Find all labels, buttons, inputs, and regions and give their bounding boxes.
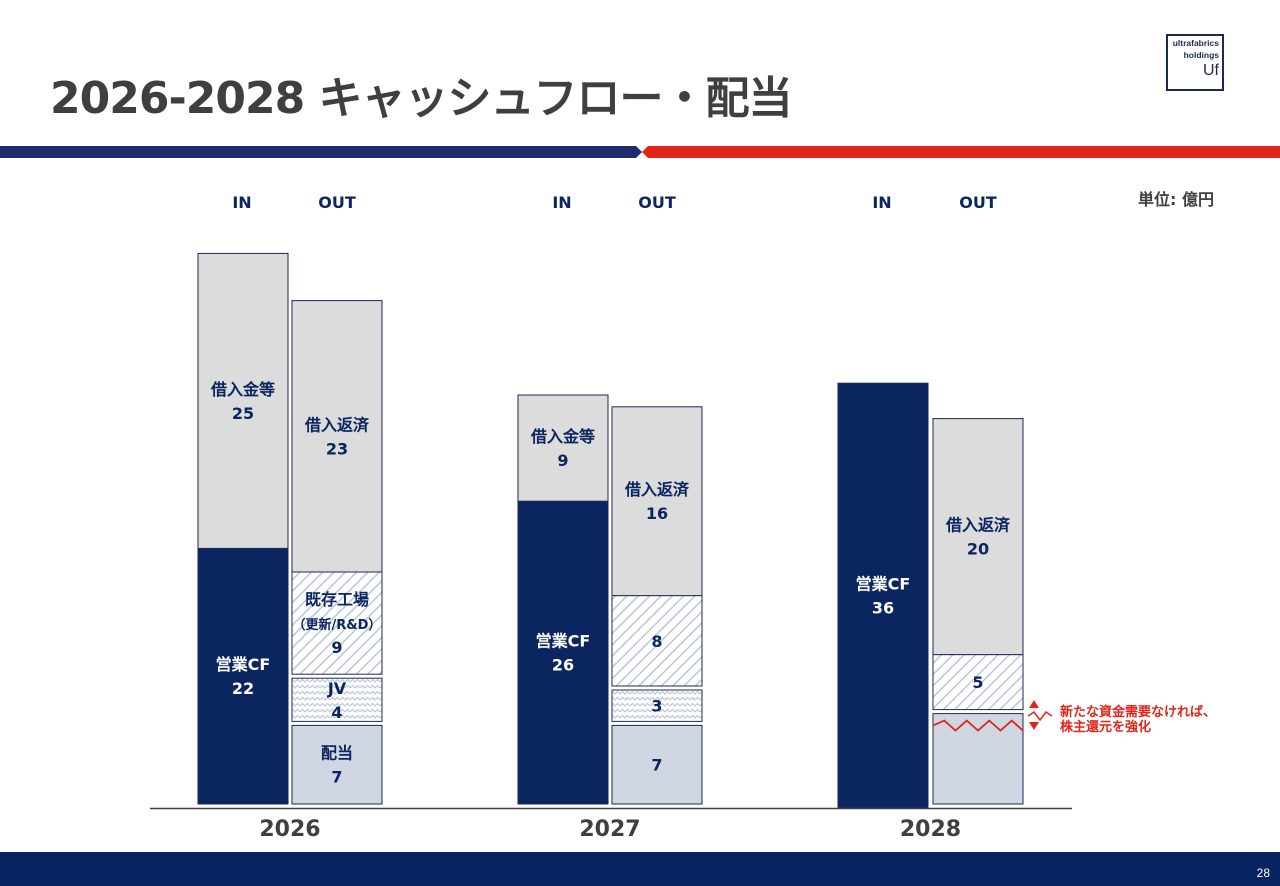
segment-value: 5 xyxy=(972,673,983,692)
bar-2028-out-2 xyxy=(932,418,1024,656)
bar-2028-in-0 xyxy=(837,382,929,809)
out-column-label: OUT xyxy=(959,193,997,212)
logo-line-1: ultrafabrics xyxy=(1172,38,1219,48)
segment-value: 23 xyxy=(326,439,348,458)
year-label-2027: 2027 xyxy=(579,817,640,842)
bar-2026-out-0 xyxy=(291,724,383,805)
annotation-zigzag xyxy=(1027,710,1053,722)
segment-label: 借入返済 xyxy=(945,516,1011,535)
segment-label: 既存工場 xyxy=(305,590,369,609)
segment-value: 9 xyxy=(557,451,568,470)
bars-layer xyxy=(197,252,1024,809)
bar-2027-out-1 xyxy=(611,689,703,722)
segment-label: 借入返済 xyxy=(304,415,370,434)
bar-2027-in-0 xyxy=(517,500,609,805)
segment-label: 営業CF xyxy=(216,655,271,674)
logo-line-2: holdings xyxy=(1183,50,1219,60)
year-label-2026: 2026 xyxy=(259,817,320,842)
break-mark xyxy=(932,719,1024,732)
bar-2026-in-0 xyxy=(197,547,289,805)
segment-value: 36 xyxy=(872,599,894,618)
bar-2026-out-1 xyxy=(291,677,383,722)
in-column-label: IN xyxy=(232,193,251,212)
year-label-2028: 2028 xyxy=(900,817,961,842)
bar-2026-out-2 xyxy=(291,571,383,675)
bar-2026-in-1 xyxy=(197,252,289,549)
annotation-line-2: 株主還元を強化 xyxy=(1060,719,1151,735)
out-column-label: OUT xyxy=(318,193,356,212)
bar-2028-out-1 xyxy=(932,654,1024,711)
segment-label: 借入金等 xyxy=(210,380,275,399)
bar-2026-out-3 xyxy=(291,300,383,573)
page-number: 28 xyxy=(1256,866,1270,880)
segment-value: 3 xyxy=(651,697,662,716)
unit-label: 単位: 億円 xyxy=(1138,190,1214,209)
segment-label: JV xyxy=(327,679,347,698)
footer-bar: 28 xyxy=(0,852,1280,886)
segment-label: 営業CF xyxy=(856,575,911,594)
cashflow-chart: 営業CF 22 借入金等 25 配当 7 JV 4 既存工場 （更新/R&D） 9 借入返済 23 IN O… xyxy=(150,193,1216,842)
segment-value: 7 xyxy=(331,768,342,787)
bar-2028-out-0 xyxy=(932,713,1024,805)
in-column-label: IN xyxy=(872,193,891,212)
bar-2027-out-0 xyxy=(611,724,703,805)
segment-value: 16 xyxy=(646,504,668,523)
segment-sublabel: （更新/R&D） xyxy=(293,617,382,633)
header-band-blue xyxy=(0,146,642,158)
segment-value: 22 xyxy=(232,679,254,698)
arrow-down-icon xyxy=(1029,722,1039,730)
bar-2027-in-1 xyxy=(517,394,609,502)
segment-label: 借入返済 xyxy=(624,480,690,499)
arrow-up-icon xyxy=(1029,700,1039,708)
segment-label: 配当 xyxy=(321,744,353,763)
segment-value: 26 xyxy=(552,656,574,675)
segment-label: 営業CF xyxy=(536,632,591,651)
page-title: 2026-2028 キャッシュフロー・配当 xyxy=(50,73,793,124)
bar-2027-out-2 xyxy=(611,595,703,687)
in-column-label: IN xyxy=(552,193,571,212)
logo-line-3: Uf xyxy=(1203,62,1219,79)
segment-value: 4 xyxy=(331,703,342,722)
segment-value: 7 xyxy=(651,756,662,775)
bar-2027-out-3 xyxy=(611,406,703,597)
header-band-red xyxy=(642,146,1280,158)
segment-value: 25 xyxy=(232,404,254,423)
out-column-label: OUT xyxy=(638,193,676,212)
company-logo: ultrafabrics holdings Uf xyxy=(1166,34,1224,91)
segment-value: 8 xyxy=(651,632,662,651)
labels-layer: 営業CF 22 借入金等 25 配当 7 JV 4 既存工場 （更新/R&D） 9 借入返済 23 IN O… xyxy=(150,193,1216,842)
segment-value: 9 xyxy=(331,638,342,657)
segment-value: 20 xyxy=(967,540,989,559)
segment-label: 借入金等 xyxy=(530,427,595,446)
annotation-line-1: 新たな資金需要なければ、 xyxy=(1060,704,1216,720)
